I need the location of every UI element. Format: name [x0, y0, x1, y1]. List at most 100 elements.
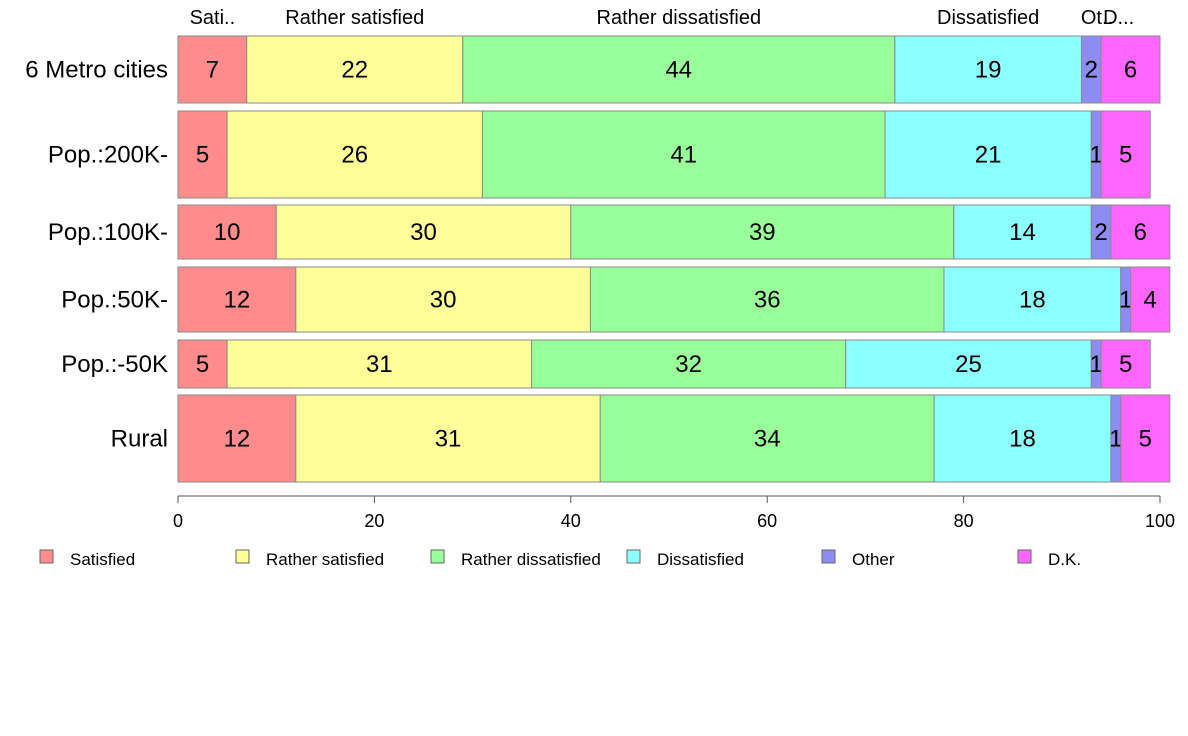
data-label: 12 — [224, 426, 251, 453]
legend-swatch — [626, 549, 641, 564]
data-label: 10 — [214, 219, 241, 246]
legend-swatch — [1017, 549, 1032, 564]
x-tick-label: 80 — [954, 511, 974, 531]
legend-label: Rather satisfied — [266, 550, 384, 569]
category-label: Pop.:100K- — [48, 219, 168, 246]
data-label: 39 — [749, 219, 776, 246]
category-label: Pop.:-50K — [61, 351, 168, 378]
data-label: 5 — [1119, 142, 1132, 169]
data-label: 26 — [341, 142, 368, 169]
data-label: 1 — [1089, 351, 1102, 378]
x-tick-label: 20 — [364, 511, 384, 531]
bar-segment-rather-dissatisfied — [481, 110, 886, 199]
bar-row-pop-50k: 5 31 32 25 1 5 — [177, 339, 1151, 389]
x-tick-label: 60 — [757, 511, 777, 531]
series-top-label: Rather satisfied — [285, 7, 424, 29]
data-label: 5 — [1119, 351, 1132, 378]
x-tick-label: 0 — [173, 511, 183, 531]
bar-segment-dissatisfied — [884, 110, 1092, 199]
data-label: 31 — [366, 351, 393, 378]
series-top-label: D... — [1103, 7, 1134, 29]
bar-segment-dissatisfied — [953, 204, 1092, 260]
bar-row-6-metro-cities: 7 22 44 19 2 6 — [177, 35, 1161, 104]
bar-row-rural: 12 31 34 18 1 5 — [177, 394, 1171, 483]
data-label: 32 — [675, 351, 702, 378]
data-label: 6 — [1124, 57, 1137, 84]
data-label: 5 — [196, 351, 209, 378]
bar-segment-rather-dissatisfied — [570, 204, 955, 260]
legend-item-dissatisfied: Dissatisfied — [626, 549, 744, 569]
data-label: 5 — [196, 142, 209, 169]
bar-segment-d-k — [1100, 339, 1151, 389]
data-label: 25 — [955, 351, 982, 378]
bar-segment-d-k — [1120, 394, 1171, 483]
data-label: 5 — [1139, 426, 1152, 453]
bar-segment-d-k — [1100, 110, 1151, 199]
series-top-label: Ot.. — [1081, 7, 1113, 29]
category-label: Pop.:200K- — [48, 142, 168, 169]
data-label: 1 — [1119, 287, 1132, 314]
data-label: 12 — [224, 287, 251, 314]
legend-item-d-k: D.K. — [1017, 549, 1081, 569]
bar-segment-rather-satisfied — [295, 266, 591, 333]
data-label: 18 — [1009, 426, 1036, 453]
top-series-labels: Sati.. Rather satisfied Rather dissatisfie… — [190, 7, 1135, 29]
data-label: 44 — [665, 57, 692, 84]
bar-row-pop-100k: 10 30 39 14 2 6 — [177, 204, 1171, 260]
bar-segment-satisfied — [177, 394, 297, 483]
data-label: 22 — [341, 57, 368, 84]
legend-swatch — [821, 549, 836, 564]
legend-item-other: Other — [821, 549, 895, 569]
category-label: Pop.:50K- — [61, 287, 168, 314]
data-label: 36 — [754, 287, 781, 314]
legend-label: Satisfied — [70, 550, 135, 569]
x-axis: 0 20 40 60 80 100 — [173, 495, 1175, 531]
bar-row-pop-50k: 12 30 36 18 1 4 — [177, 266, 1171, 333]
category-label: 6 Metro cities — [25, 57, 168, 84]
legend-item-rather-dissatisfied: Rather dissatisfied — [430, 549, 601, 569]
legend-item-satisfied: Satisfied — [39, 549, 135, 569]
bar-segment-rather-satisfied — [226, 339, 533, 389]
category-label: Rural — [111, 426, 168, 453]
bar-segment-rather-satisfied — [246, 35, 464, 104]
legend-swatch — [430, 549, 445, 564]
x-tick-label: 100 — [1145, 511, 1175, 531]
legend-swatch — [39, 549, 54, 564]
bar-segment-satisfied — [177, 266, 297, 333]
data-label: 1 — [1109, 426, 1122, 453]
legend-label: Other — [852, 550, 895, 569]
bar-segment-d-k — [1130, 266, 1171, 333]
category-labels: 6 Metro cities Pop.:200K- Pop.:100K- Pop.:5… — [25, 57, 168, 453]
legend: Satisfied Rather satisfied Rather dissatis… — [39, 549, 1081, 569]
data-label: 1 — [1089, 142, 1102, 169]
data-label: 30 — [410, 219, 437, 246]
bar-segment-dissatisfied — [943, 266, 1122, 333]
bar-segment-rather-satisfied — [295, 394, 601, 483]
legend-label: Rather dissatisfied — [461, 550, 601, 569]
data-label: 2 — [1085, 57, 1098, 84]
bar-segment-dissatisfied — [933, 394, 1112, 483]
bar-segment-dissatisfied — [845, 339, 1092, 389]
bar-segment-satisfied — [177, 110, 228, 199]
bar-segment-d-k — [1110, 204, 1171, 260]
bar-segment-rather-satisfied — [275, 204, 572, 260]
data-label: 34 — [754, 426, 781, 453]
bar-row-pop-200k: 5 26 41 21 1 5 — [177, 110, 1151, 199]
data-label: 14 — [1009, 219, 1036, 246]
data-label: 18 — [1019, 287, 1046, 314]
data-label: 31 — [435, 426, 462, 453]
legend-label: D.K. — [1048, 550, 1081, 569]
bar-segment-satisfied — [177, 204, 277, 260]
bars: 7 22 44 19 2 65 26 41 21 1 510 30 39 14 2 612 30 36 18 1 45 3… — [177, 35, 1171, 483]
bar-segment-rather-dissatisfied — [531, 339, 847, 389]
x-tick-label: 40 — [561, 511, 581, 531]
bar-segment-d-k — [1100, 35, 1161, 104]
data-label: 6 — [1134, 219, 1147, 246]
data-label: 4 — [1144, 287, 1157, 314]
legend-label: Dissatisfied — [657, 550, 744, 569]
data-label: 41 — [670, 142, 697, 169]
bar-segment-rather-dissatisfied — [589, 266, 945, 333]
data-label: 30 — [430, 287, 457, 314]
series-top-label: Rather dissatisfied — [597, 7, 762, 29]
